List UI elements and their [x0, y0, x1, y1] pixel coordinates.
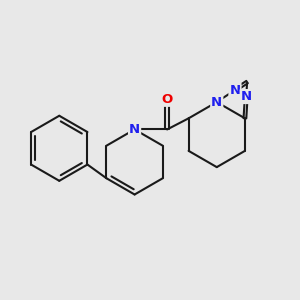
Text: N: N — [211, 96, 222, 109]
Text: N: N — [241, 90, 252, 103]
Text: N: N — [129, 123, 140, 136]
Text: O: O — [161, 93, 173, 106]
Text: N: N — [230, 83, 241, 97]
